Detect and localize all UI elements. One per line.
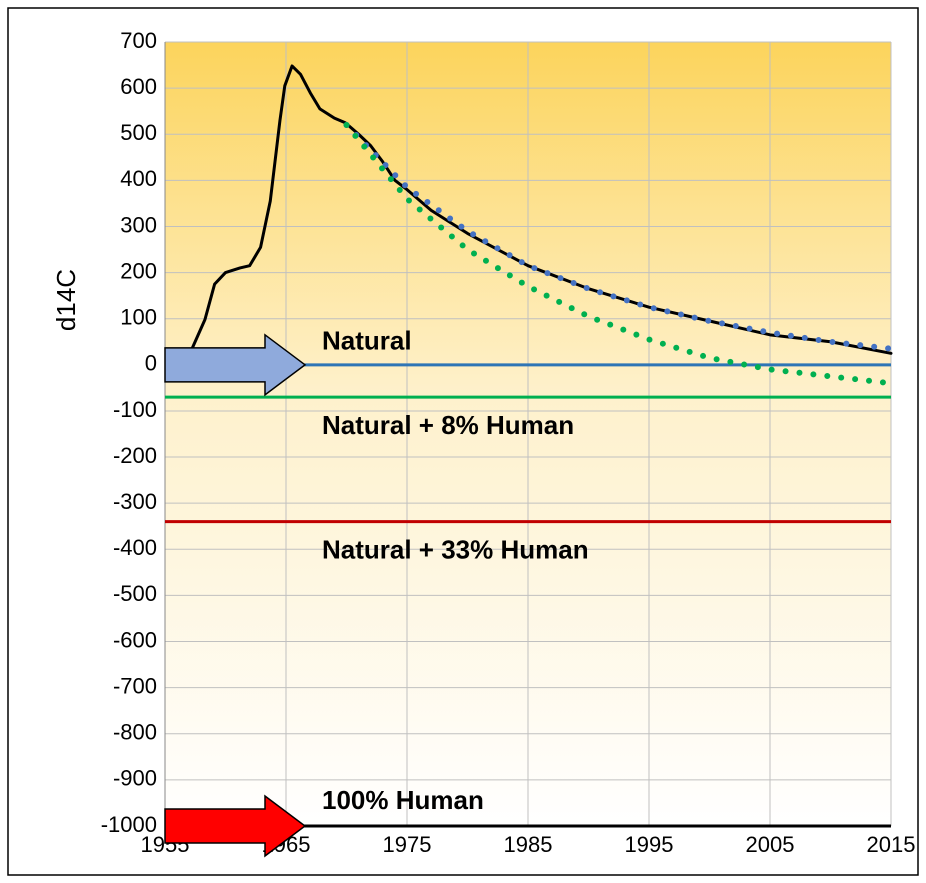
x-tick-label: 2005 xyxy=(746,832,795,857)
arrow xyxy=(164,333,307,397)
y-tick-label: 0 xyxy=(145,351,157,376)
y-tick-label: 500 xyxy=(120,120,157,145)
y-tick-label: -600 xyxy=(113,627,157,652)
y-tick-label: -800 xyxy=(113,720,157,745)
y-tick-label: 700 xyxy=(120,28,157,53)
reference-label: 100% Human xyxy=(322,785,484,815)
y-axis-label: d14C xyxy=(51,269,81,331)
y-tick-label: 400 xyxy=(120,166,157,191)
reference-label: Natural xyxy=(322,326,412,356)
y-tick-label: 600 xyxy=(120,74,157,99)
series-line xyxy=(343,122,894,352)
arrow xyxy=(164,794,307,858)
x-tick-label: 1975 xyxy=(383,832,432,857)
y-tick-label: -100 xyxy=(113,397,157,422)
y-tick-label: -400 xyxy=(113,535,157,560)
series-line xyxy=(343,122,894,387)
y-tick-label: 100 xyxy=(120,305,157,330)
y-tick-label: -700 xyxy=(113,673,157,698)
y-tick-label: -500 xyxy=(113,581,157,606)
x-tick-label: 1995 xyxy=(625,832,674,857)
x-tick-label: 2015 xyxy=(867,832,916,857)
reference-label: Natural + 8% Human xyxy=(322,410,574,440)
reference-label: Natural + 33% Human xyxy=(322,534,589,564)
y-tick-label: -1000 xyxy=(101,812,157,837)
x-tick-label: 1985 xyxy=(504,832,553,857)
y-tick-label: 300 xyxy=(120,212,157,237)
y-tick-label: -900 xyxy=(113,766,157,791)
y-tick-label: -200 xyxy=(113,443,157,468)
y-tick-label: -300 xyxy=(113,489,157,514)
y-tick-label: 200 xyxy=(120,258,157,283)
